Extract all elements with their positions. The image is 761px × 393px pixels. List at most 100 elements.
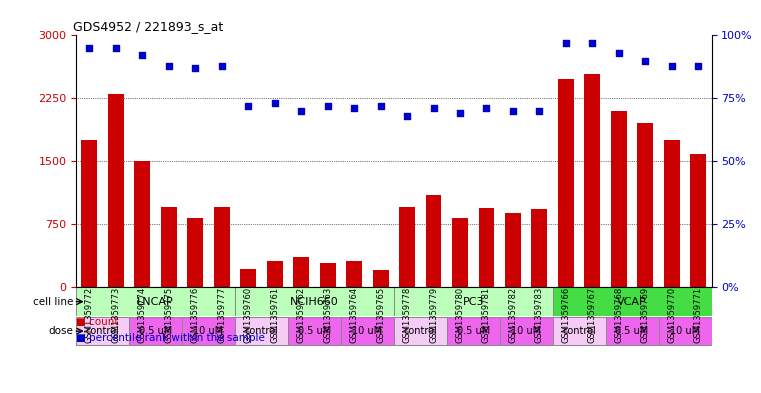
Bar bbox=[425, 195, 441, 287]
Text: dose: dose bbox=[49, 326, 74, 336]
Bar bbox=[584, 74, 600, 287]
Bar bbox=[214, 207, 230, 287]
Text: NCIH660: NCIH660 bbox=[290, 297, 339, 307]
Bar bbox=[394, 317, 447, 345]
Bar bbox=[182, 317, 235, 345]
Text: GSM1359761: GSM1359761 bbox=[270, 287, 279, 343]
Text: GSM1359772: GSM1359772 bbox=[84, 287, 94, 343]
Text: GSM1359780: GSM1359780 bbox=[456, 287, 464, 343]
Point bbox=[560, 40, 572, 46]
Bar bbox=[235, 317, 288, 345]
Text: GSM1359771: GSM1359771 bbox=[694, 287, 703, 343]
Bar bbox=[500, 317, 552, 345]
Bar bbox=[638, 123, 653, 287]
Text: cell line: cell line bbox=[33, 297, 74, 307]
Text: GSM1359762: GSM1359762 bbox=[297, 287, 306, 343]
Bar bbox=[552, 287, 712, 316]
Text: GSM1359766: GSM1359766 bbox=[562, 287, 571, 343]
Point bbox=[693, 62, 705, 69]
Point bbox=[83, 45, 95, 51]
Text: LNCAP: LNCAP bbox=[137, 297, 174, 307]
Bar bbox=[505, 213, 521, 287]
Point bbox=[533, 108, 546, 114]
Bar bbox=[346, 261, 362, 287]
Text: control: control bbox=[244, 326, 279, 336]
Point bbox=[295, 108, 307, 114]
Text: GSM1359773: GSM1359773 bbox=[111, 287, 120, 343]
Text: ■ percentile rank within the sample: ■ percentile rank within the sample bbox=[76, 333, 265, 343]
Text: GSM1359777: GSM1359777 bbox=[217, 287, 226, 343]
Bar bbox=[394, 287, 552, 316]
Text: GSM1359770: GSM1359770 bbox=[667, 287, 677, 343]
Point bbox=[136, 52, 148, 59]
Text: 10 uM: 10 uM bbox=[352, 326, 383, 336]
Bar bbox=[161, 207, 177, 287]
Text: GSM1359769: GSM1359769 bbox=[641, 287, 650, 343]
Bar bbox=[235, 287, 394, 316]
Text: 10 uM: 10 uM bbox=[670, 326, 700, 336]
Text: GSM1359768: GSM1359768 bbox=[614, 287, 623, 343]
Bar bbox=[552, 317, 606, 345]
Bar bbox=[611, 111, 627, 287]
Point bbox=[189, 65, 202, 71]
Text: GSM1359783: GSM1359783 bbox=[535, 287, 544, 343]
Bar bbox=[240, 269, 256, 287]
Text: control: control bbox=[86, 326, 119, 336]
Text: ■ count: ■ count bbox=[76, 317, 119, 327]
Text: GSM1359776: GSM1359776 bbox=[191, 287, 199, 343]
Point bbox=[666, 62, 678, 69]
Text: 0.5 uM: 0.5 uM bbox=[616, 326, 648, 336]
Point bbox=[110, 45, 122, 51]
Bar bbox=[341, 317, 394, 345]
Bar bbox=[447, 317, 500, 345]
Text: GSM1359778: GSM1359778 bbox=[403, 287, 412, 343]
Point bbox=[401, 113, 413, 119]
Point bbox=[480, 105, 492, 112]
Bar bbox=[129, 317, 182, 345]
Text: GSM1359767: GSM1359767 bbox=[588, 287, 597, 343]
Bar bbox=[81, 140, 97, 287]
Bar bbox=[606, 317, 658, 345]
Bar bbox=[76, 287, 235, 316]
Text: GSM1359779: GSM1359779 bbox=[429, 287, 438, 343]
Text: control: control bbox=[562, 326, 596, 336]
Text: 0.5 uM: 0.5 uM bbox=[457, 326, 490, 336]
Bar bbox=[320, 263, 336, 287]
Bar bbox=[664, 140, 680, 287]
Bar bbox=[690, 154, 706, 287]
Bar bbox=[135, 161, 150, 287]
Text: GSM1359774: GSM1359774 bbox=[138, 287, 147, 343]
Bar bbox=[558, 79, 574, 287]
Text: GSM1359764: GSM1359764 bbox=[349, 287, 358, 343]
Text: GSM1359763: GSM1359763 bbox=[323, 287, 332, 343]
Point bbox=[639, 57, 651, 64]
Text: 10 uM: 10 uM bbox=[511, 326, 541, 336]
Text: VCAP: VCAP bbox=[617, 297, 647, 307]
Bar bbox=[531, 209, 547, 287]
Text: GDS4952 / 221893_s_at: GDS4952 / 221893_s_at bbox=[73, 20, 223, 33]
Bar bbox=[293, 257, 309, 287]
Text: 0.5 uM: 0.5 uM bbox=[139, 326, 172, 336]
Bar bbox=[108, 94, 124, 287]
Text: control: control bbox=[403, 326, 437, 336]
Text: GSM1359782: GSM1359782 bbox=[508, 287, 517, 343]
Bar bbox=[373, 270, 389, 287]
Bar bbox=[479, 208, 495, 287]
Text: 10 uM: 10 uM bbox=[193, 326, 224, 336]
Point bbox=[613, 50, 625, 56]
Bar bbox=[76, 317, 129, 345]
Point bbox=[348, 105, 360, 112]
Bar bbox=[399, 207, 415, 287]
Text: 0.5 uM: 0.5 uM bbox=[298, 326, 331, 336]
Text: GSM1359765: GSM1359765 bbox=[376, 287, 385, 343]
Point bbox=[242, 103, 254, 109]
Point bbox=[374, 103, 387, 109]
Bar bbox=[288, 317, 341, 345]
Text: GSM1359781: GSM1359781 bbox=[482, 287, 491, 343]
Bar bbox=[187, 218, 203, 287]
Point bbox=[586, 40, 598, 46]
Point bbox=[163, 62, 175, 69]
Point bbox=[454, 110, 466, 116]
Point bbox=[322, 103, 334, 109]
Bar bbox=[452, 218, 468, 287]
